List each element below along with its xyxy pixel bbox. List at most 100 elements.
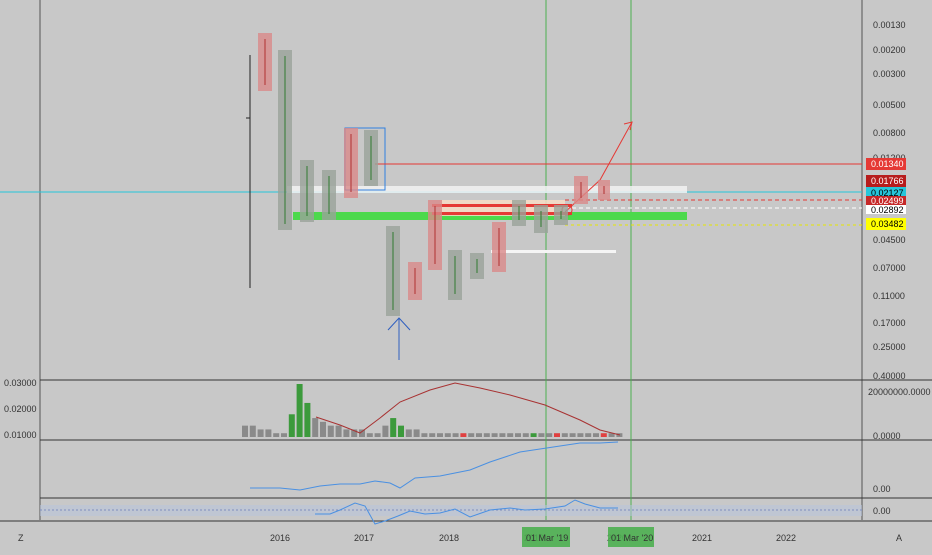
volume-bar xyxy=(452,433,459,437)
price-label: 0.40000 xyxy=(873,371,906,381)
obv-right-label: 0.00 xyxy=(873,484,891,494)
auto-scale-button[interactable]: A xyxy=(896,533,903,543)
volume-left-label: 0.01000 xyxy=(4,430,37,440)
volume-left-label: 0.03000 xyxy=(4,378,37,388)
volume-bar xyxy=(390,418,397,437)
candles-group xyxy=(258,33,610,316)
timezone-button[interactable]: Z xyxy=(18,533,24,543)
price-label: 0.25000 xyxy=(873,342,906,352)
time-axis[interactable]: 2016 2017 2018 2019 2020 2021 2022 01 Ma… xyxy=(270,527,796,547)
white-zone[interactable] xyxy=(287,186,687,193)
volume-bar xyxy=(421,433,428,437)
volume-bar xyxy=(413,429,420,437)
price-tag-bg-0 xyxy=(866,158,906,170)
time-label-2018: 2018 xyxy=(439,533,459,543)
price-tag-5: 0.03482 xyxy=(871,219,904,229)
price-label: 0.04500 xyxy=(873,235,906,245)
volume-bar xyxy=(585,433,592,437)
volume-bar xyxy=(507,433,514,437)
volume-right-label: 0.0000 xyxy=(873,431,901,441)
volume-bar xyxy=(359,429,365,437)
time-highlight-bg-2019 xyxy=(522,527,570,547)
volume-left-label: 0.02000 xyxy=(4,404,37,414)
volume-bar xyxy=(577,433,584,437)
price-label: 0.07000 xyxy=(873,263,906,273)
volume-bar xyxy=(460,433,467,437)
price-label: 0.00200 xyxy=(873,45,906,55)
volume-bar xyxy=(491,433,498,437)
volume-bar xyxy=(398,425,404,437)
volume-bar xyxy=(437,433,443,437)
volume-bar xyxy=(249,425,256,437)
price-tag-4: 0.02892 xyxy=(871,205,904,215)
obv-line xyxy=(250,441,619,491)
price-label: 0.00130 xyxy=(873,20,906,30)
volume-bar xyxy=(405,429,412,437)
volume-bar xyxy=(569,433,576,437)
volume-ma-line xyxy=(315,382,621,436)
volume-bar xyxy=(429,433,436,437)
price-tag-3: 0.02499 xyxy=(871,196,904,206)
volume-bar xyxy=(483,433,490,437)
volume-bar xyxy=(600,433,607,437)
price-tag-0: 0.01340 xyxy=(871,159,904,169)
volume-bar xyxy=(351,429,358,437)
volume-bar xyxy=(476,433,482,437)
volume-bar xyxy=(374,433,381,437)
price-label: 0.00800 xyxy=(873,128,906,138)
price-label: 0.17000 xyxy=(873,318,906,328)
volume-right-label: 20000000.0000 xyxy=(868,387,931,397)
volume-bar xyxy=(281,433,287,437)
time-highlight-2020: 01 Mar '20 xyxy=(611,533,653,543)
volume-bar xyxy=(561,433,568,437)
volume-bar xyxy=(257,429,264,437)
price-tag-bg-4 xyxy=(866,205,906,214)
volume-bar xyxy=(265,429,272,437)
volume-bar xyxy=(522,433,529,437)
time-label-2022: 2022 xyxy=(776,533,796,543)
red-zone-1[interactable] xyxy=(432,204,572,207)
volume-bar xyxy=(382,425,389,437)
volume-bar xyxy=(515,433,521,437)
volume-bar xyxy=(593,433,599,437)
volume-bar xyxy=(554,433,560,437)
price-label: 0.00300 xyxy=(873,69,906,79)
price-tag-2: 0.02127 xyxy=(871,188,904,198)
volume-bar xyxy=(444,433,451,437)
price-tags[interactable]: 0.01340 0.01766 0.02127 0.02499 0.02892 … xyxy=(866,158,906,230)
price-tag-bg-1 xyxy=(866,175,906,187)
volume-bar xyxy=(296,384,303,437)
volume-bars xyxy=(242,384,623,437)
price-tag-bg-5 xyxy=(866,218,906,230)
price-tag-bg-2 xyxy=(866,187,906,198)
red-zone-2[interactable] xyxy=(432,212,572,215)
time-highlight-bg-2020 xyxy=(608,527,654,547)
volume-bar xyxy=(468,433,475,437)
osc-right-label: 0.00 xyxy=(873,506,891,516)
volume-bar xyxy=(538,433,545,437)
price-label: 0.11000 xyxy=(873,291,905,301)
volume-bar xyxy=(273,433,280,437)
volume-bar xyxy=(499,433,506,437)
volume-bar xyxy=(608,433,615,437)
time-highlight-2019: 01 Mar '19 xyxy=(526,533,568,543)
time-label-2021: 2021 xyxy=(692,533,712,543)
volume-bar xyxy=(343,429,350,437)
volume-bar xyxy=(530,433,537,437)
volume-bar xyxy=(327,425,334,437)
price-tag-bg-3 xyxy=(866,196,906,205)
volume-bar xyxy=(312,418,319,437)
price-tag-1: 0.01766 xyxy=(871,176,904,186)
volume-bar xyxy=(366,433,373,437)
white-level-line[interactable] xyxy=(491,250,616,253)
time-label-2016: 2016 xyxy=(270,533,290,543)
projection-arrow-head xyxy=(623,121,633,131)
volume-bar xyxy=(288,414,295,437)
time-label-2017: 2017 xyxy=(354,533,374,543)
price-axis[interactable]: 0.00130 0.00200 0.00300 0.00500 0.00800 … xyxy=(873,20,906,381)
volume-bar xyxy=(242,425,248,437)
volume-bar xyxy=(546,433,553,437)
volume-bar xyxy=(304,402,311,437)
